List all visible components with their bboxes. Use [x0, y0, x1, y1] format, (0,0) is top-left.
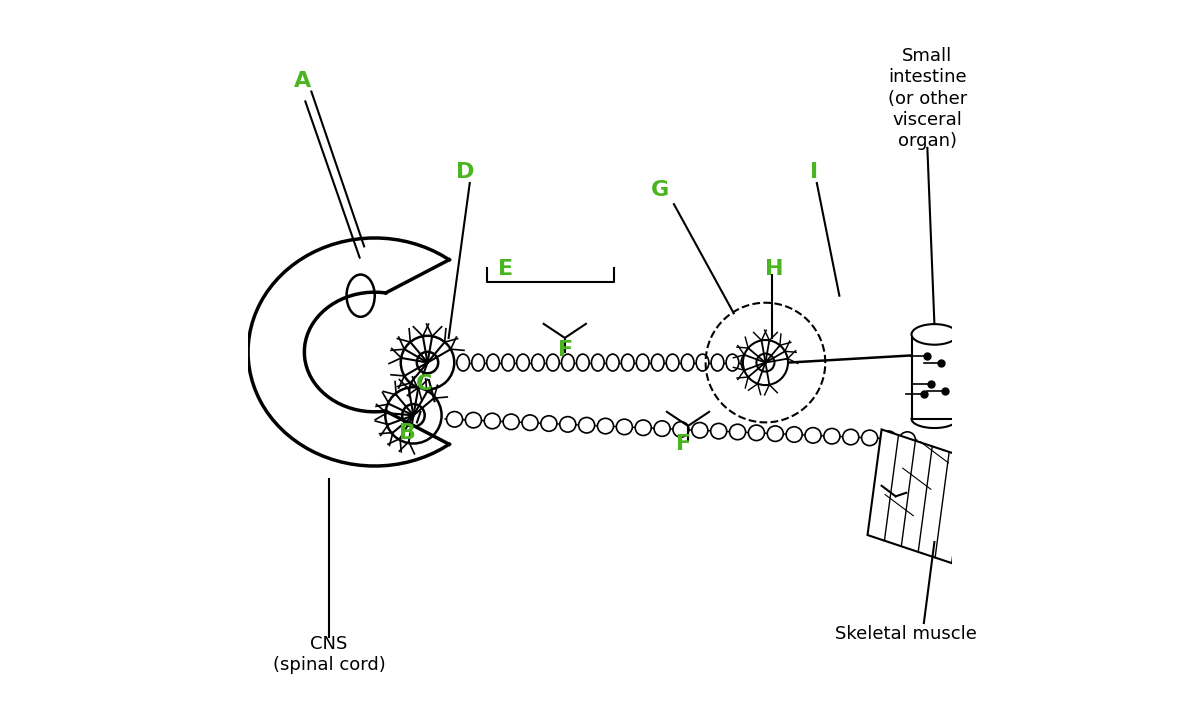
- Ellipse shape: [487, 354, 499, 371]
- Ellipse shape: [862, 430, 877, 446]
- Ellipse shape: [710, 423, 727, 439]
- Ellipse shape: [786, 427, 802, 442]
- Text: (or other: (or other: [888, 89, 967, 108]
- Ellipse shape: [682, 354, 694, 371]
- Ellipse shape: [636, 354, 649, 371]
- Text: G: G: [650, 180, 668, 200]
- Circle shape: [401, 336, 455, 389]
- Ellipse shape: [541, 416, 557, 432]
- Ellipse shape: [503, 414, 520, 429]
- Text: (spinal cord): (spinal cord): [272, 656, 385, 674]
- Ellipse shape: [654, 421, 670, 436]
- Circle shape: [743, 340, 788, 385]
- Text: intestine: intestine: [888, 68, 967, 87]
- Ellipse shape: [726, 354, 739, 371]
- Polygon shape: [868, 429, 966, 563]
- Text: Skeletal muscle: Skeletal muscle: [835, 624, 977, 643]
- Ellipse shape: [578, 417, 595, 433]
- Text: C: C: [415, 374, 432, 394]
- Ellipse shape: [592, 354, 604, 371]
- Ellipse shape: [824, 429, 840, 444]
- Text: organ): organ): [898, 132, 956, 150]
- Ellipse shape: [522, 415, 538, 430]
- Ellipse shape: [749, 425, 764, 441]
- Ellipse shape: [635, 420, 652, 436]
- Ellipse shape: [730, 425, 745, 440]
- Ellipse shape: [347, 275, 374, 317]
- Text: D: D: [456, 163, 474, 182]
- Ellipse shape: [546, 354, 559, 371]
- Ellipse shape: [692, 422, 708, 438]
- Text: F: F: [676, 434, 691, 453]
- Ellipse shape: [842, 429, 859, 445]
- Ellipse shape: [606, 354, 619, 371]
- Circle shape: [385, 387, 442, 444]
- Text: B: B: [400, 423, 416, 443]
- Ellipse shape: [517, 354, 529, 371]
- Ellipse shape: [881, 431, 896, 446]
- Ellipse shape: [446, 412, 462, 427]
- Circle shape: [416, 352, 438, 373]
- Ellipse shape: [502, 354, 515, 371]
- Ellipse shape: [485, 413, 500, 429]
- Text: visceral: visceral: [893, 111, 962, 129]
- Ellipse shape: [576, 354, 589, 371]
- Ellipse shape: [912, 324, 958, 345]
- Ellipse shape: [712, 354, 724, 371]
- Ellipse shape: [466, 413, 481, 428]
- Text: F: F: [558, 340, 572, 360]
- Text: E: E: [498, 259, 514, 279]
- Ellipse shape: [805, 427, 821, 443]
- Text: A: A: [294, 71, 311, 91]
- Ellipse shape: [899, 432, 916, 447]
- Ellipse shape: [696, 354, 709, 371]
- Ellipse shape: [617, 419, 632, 434]
- Text: Small: Small: [902, 47, 953, 65]
- Ellipse shape: [673, 422, 689, 437]
- Ellipse shape: [767, 426, 784, 441]
- Ellipse shape: [652, 354, 664, 371]
- Ellipse shape: [559, 417, 576, 432]
- Ellipse shape: [472, 354, 485, 371]
- Circle shape: [402, 404, 425, 427]
- Ellipse shape: [457, 354, 469, 371]
- Ellipse shape: [742, 354, 754, 371]
- Ellipse shape: [532, 354, 545, 371]
- Text: I: I: [810, 163, 818, 182]
- Ellipse shape: [666, 354, 679, 371]
- Text: CNS: CNS: [311, 635, 348, 653]
- Ellipse shape: [622, 354, 634, 371]
- FancyBboxPatch shape: [912, 334, 958, 419]
- Circle shape: [756, 353, 774, 372]
- Ellipse shape: [598, 418, 613, 434]
- Text: H: H: [766, 259, 784, 279]
- Ellipse shape: [562, 354, 575, 371]
